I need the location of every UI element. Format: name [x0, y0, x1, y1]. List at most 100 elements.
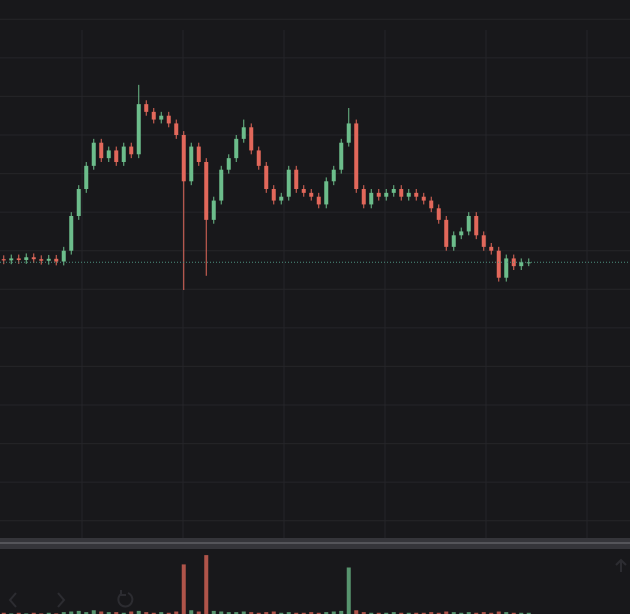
candle-body — [256, 150, 261, 166]
candle-body — [61, 250, 66, 262]
candle-body — [271, 189, 276, 201]
candle-body — [481, 235, 486, 247]
candle-body — [151, 111, 156, 120]
candle-body — [406, 192, 411, 197]
candle-body — [436, 208, 441, 220]
candle-body — [181, 135, 186, 182]
volume-bar — [301, 612, 306, 614]
volume-bar — [196, 611, 201, 614]
volume-bar — [511, 612, 516, 614]
volume-bar — [421, 612, 426, 614]
reset-button[interactable] — [117, 590, 134, 608]
volume-bar — [234, 612, 239, 614]
volume-bar — [414, 612, 419, 614]
candle-body — [399, 189, 404, 197]
candle-body — [346, 123, 351, 143]
volume-bar — [211, 610, 216, 614]
volume-bar — [241, 611, 246, 614]
volume-bar — [481, 612, 486, 614]
scroll-left-button[interactable] — [8, 592, 17, 608]
candle-body — [384, 192, 389, 197]
volume-bar — [384, 612, 389, 614]
candle-body — [211, 200, 216, 220]
candle-body — [196, 146, 201, 162]
volume-bar — [279, 612, 284, 614]
volume-bar — [346, 567, 351, 614]
candle-body — [474, 216, 479, 236]
volume-bar — [451, 612, 456, 614]
volume-bar — [61, 612, 66, 614]
volume-bar — [249, 612, 254, 614]
volume-bar — [466, 612, 471, 614]
volume-bar — [316, 612, 321, 614]
candle-body — [129, 146, 134, 155]
volume-bar — [91, 610, 96, 614]
volume-bar — [219, 611, 224, 614]
candle-body — [121, 146, 126, 162]
candle-body — [466, 216, 471, 232]
candle-body — [136, 104, 141, 155]
candle-body — [414, 192, 419, 197]
candle-body — [69, 216, 74, 251]
candle-body — [264, 165, 269, 189]
volume-bar — [391, 612, 396, 614]
volume-bar — [444, 611, 449, 614]
volume-bar — [459, 612, 464, 614]
candle-body — [361, 189, 366, 205]
candle-body — [489, 246, 494, 251]
volume-bar — [376, 612, 381, 614]
volume-bar — [226, 612, 231, 614]
volume-bar — [429, 612, 434, 614]
volume-bar — [174, 611, 179, 614]
volume-bar — [121, 612, 126, 614]
candle-body — [219, 169, 224, 201]
candle-body — [286, 169, 291, 197]
candle-body — [249, 127, 254, 151]
candle-body — [31, 257, 36, 260]
candle-body — [144, 104, 149, 112]
volume-bar — [256, 612, 261, 614]
volume-bar — [136, 610, 141, 614]
volume-bar — [189, 610, 194, 614]
volume-bar — [114, 612, 119, 614]
scroll-right-button[interactable] — [57, 592, 66, 608]
volume-bar — [99, 611, 104, 614]
volume-bar — [354, 610, 359, 614]
candle-body — [496, 250, 501, 278]
candle-body — [39, 259, 44, 261]
volume-bar — [271, 611, 276, 614]
candle-body — [316, 196, 321, 205]
volume-bar — [399, 612, 404, 614]
candle-body — [114, 150, 119, 162]
volume-bar — [166, 612, 171, 614]
candle-body — [354, 123, 359, 189]
volume-bar — [151, 612, 156, 614]
candle-body — [391, 189, 396, 193]
candle-body — [46, 258, 51, 261]
volume-bar — [286, 612, 291, 614]
volume-bar — [324, 612, 329, 614]
candle-body — [226, 158, 231, 170]
volume-bar — [129, 611, 134, 614]
candle-body — [519, 262, 524, 267]
candle-body — [189, 146, 194, 182]
candle-body — [504, 258, 509, 278]
nav-controls — [8, 558, 627, 608]
volume-bar — [159, 612, 164, 614]
candle-body — [16, 258, 21, 260]
candle-body — [91, 142, 96, 166]
candle-body — [54, 258, 59, 262]
scroll-top-button[interactable] — [615, 558, 627, 572]
volume-bar — [496, 611, 501, 614]
volume-bar — [406, 612, 411, 614]
candle-body — [339, 142, 344, 170]
volume-bar — [339, 610, 344, 614]
candle-body — [24, 257, 29, 260]
volume-bar — [436, 612, 441, 614]
candle-body — [84, 165, 89, 189]
volume-bar — [264, 612, 269, 614]
volume-bar — [46, 612, 51, 614]
volume-bar — [84, 612, 89, 614]
plot-area — [0, 18, 630, 614]
candle-body — [9, 258, 14, 261]
